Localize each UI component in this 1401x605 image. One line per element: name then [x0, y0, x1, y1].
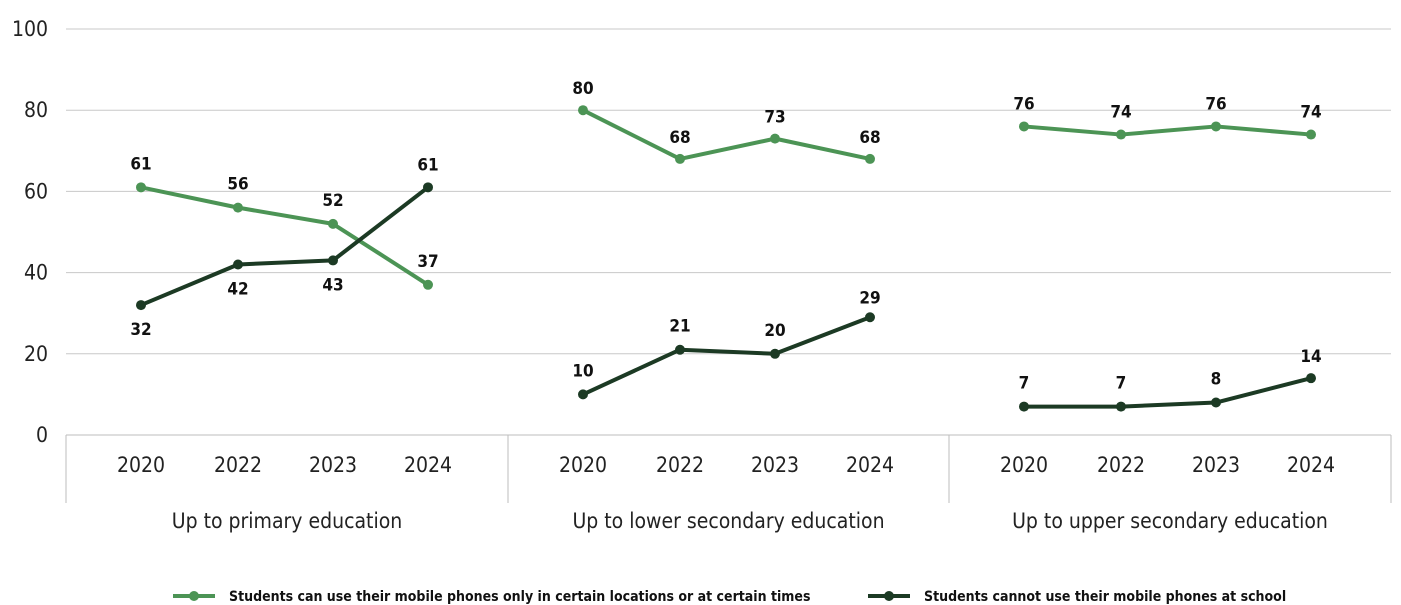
legend-swatch-marker	[884, 591, 894, 601]
x-tick-label: 2024	[404, 453, 452, 477]
x-tick-label: 2023	[309, 453, 357, 477]
data-label: 7	[1019, 374, 1030, 394]
data-point	[865, 312, 875, 323]
data-point	[1306, 373, 1316, 384]
data-label: 73	[764, 108, 785, 128]
data-label: 68	[859, 128, 880, 148]
data-point	[1019, 401, 1029, 412]
data-point	[1019, 121, 1029, 132]
data-label: 80	[572, 79, 593, 99]
group-label: Up to upper secondary education	[1012, 509, 1328, 533]
x-tick-label: 2023	[751, 453, 799, 477]
data-point	[1211, 121, 1221, 132]
data-label: 37	[417, 252, 438, 272]
series-layer	[136, 105, 1316, 412]
series-line	[1022, 124, 1313, 137]
data-label: 61	[417, 155, 438, 175]
group-label: Up to lower secondary education	[572, 509, 884, 533]
group-label: Up to primary education	[172, 509, 402, 533]
data-label: 74	[1300, 103, 1321, 123]
data-point	[1306, 129, 1316, 140]
data-point	[136, 182, 146, 193]
data-label: 7	[1116, 374, 1127, 394]
data-label: 20	[764, 321, 785, 341]
data-point	[328, 218, 338, 229]
data-point	[136, 300, 146, 311]
data-point	[675, 153, 685, 164]
series-line	[581, 108, 872, 161]
data-label: 32	[130, 320, 151, 340]
data-label: 76	[1205, 94, 1226, 114]
y-tick-label: 20	[24, 342, 48, 366]
x-tick-label: 2023	[1192, 453, 1240, 477]
y-tick-label: 100	[12, 17, 48, 41]
x-tick-label: 2020	[117, 453, 165, 477]
data-point	[328, 255, 338, 266]
data-point	[770, 348, 780, 359]
series-line	[581, 315, 872, 397]
data-label: 61	[130, 154, 151, 174]
data-label: 43	[322, 275, 343, 295]
data-label: 76	[1013, 94, 1034, 114]
x-tick-label: 2020	[1000, 453, 1048, 477]
label-layer: 61 56 52 37 32 42 43 61 80 68 73 68 10 21 20 29 76 74 76 74…	[130, 79, 1321, 393]
data-point	[578, 105, 588, 116]
data-label: 8	[1211, 370, 1222, 390]
y-tick-label: 40	[24, 261, 48, 285]
data-point	[1116, 129, 1126, 140]
legend: Students can use their mobile phones onl…	[173, 589, 1286, 605]
data-point	[423, 279, 433, 290]
data-point	[233, 202, 243, 213]
y-tick-label: 80	[24, 98, 48, 122]
data-point	[423, 182, 433, 193]
x-tick-label: 2024	[1287, 453, 1335, 477]
data-label: 52	[322, 191, 343, 211]
legend-swatch-marker	[189, 591, 199, 601]
data-label: 56	[227, 175, 248, 195]
x-tick-label: 2022	[656, 453, 704, 477]
data-label: 68	[669, 128, 690, 148]
data-label: 21	[669, 317, 690, 337]
y-tick-label: 0	[36, 423, 48, 447]
axis-layer: 0 20 40 60 80 100 2020 2022 2023 2024 Up to primar…	[12, 17, 1392, 533]
data-point	[770, 133, 780, 144]
data-point	[1211, 397, 1221, 408]
x-tick-label: 2024	[846, 453, 894, 477]
x-tick-label: 2022	[214, 453, 262, 477]
data-label: 10	[572, 361, 593, 381]
data-point	[1116, 401, 1126, 412]
series-line	[139, 185, 430, 287]
series-line	[139, 185, 430, 308]
data-label: 29	[859, 288, 880, 308]
x-tick-label: 2020	[559, 453, 607, 477]
data-point	[865, 153, 875, 164]
legend-label: Students cannot use their mobile phones …	[924, 589, 1286, 605]
y-tick-label: 60	[24, 179, 48, 203]
data-label: 42	[227, 279, 248, 299]
data-label: 14	[1300, 347, 1321, 367]
legend-label: Students can use their mobile phones onl…	[229, 589, 810, 605]
grid-layer	[66, 28, 1391, 355]
data-point	[233, 259, 243, 270]
series-line	[1022, 376, 1313, 409]
x-tick-label: 2022	[1097, 453, 1145, 477]
data-label: 74	[1110, 103, 1131, 123]
data-point	[675, 344, 685, 355]
data-point	[578, 389, 588, 400]
